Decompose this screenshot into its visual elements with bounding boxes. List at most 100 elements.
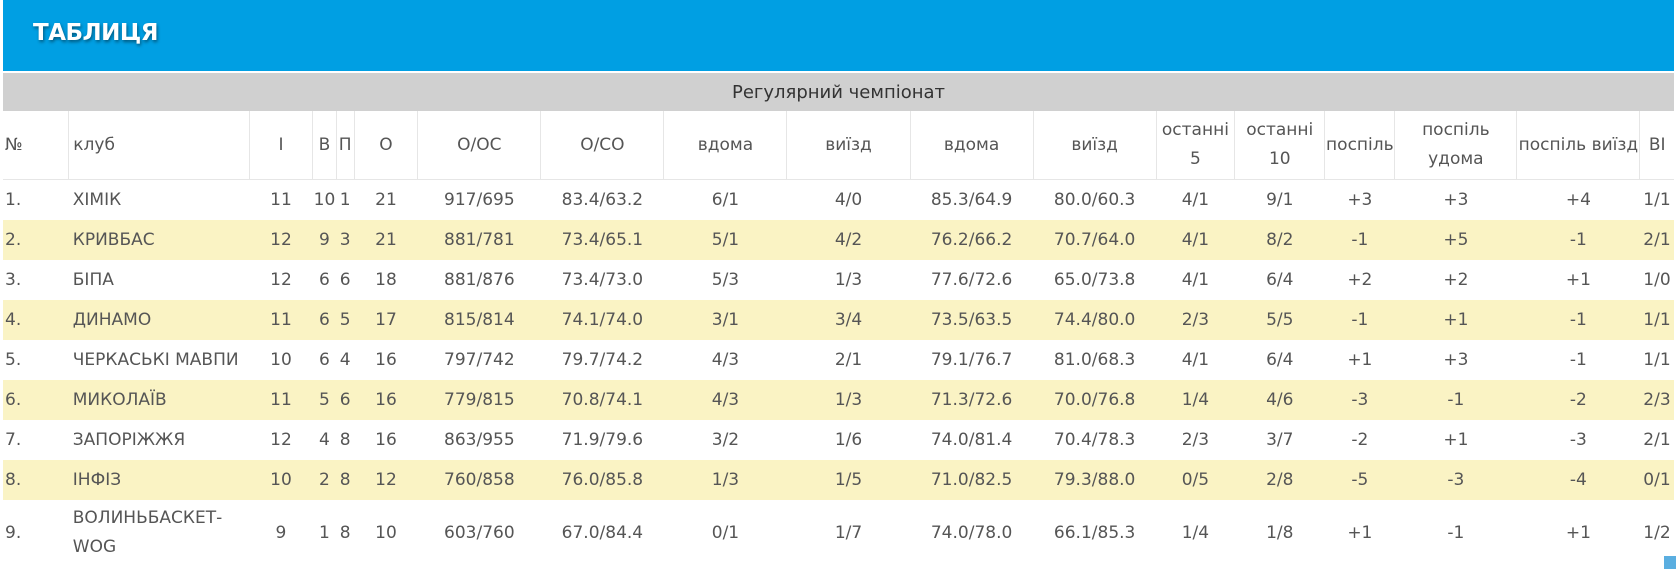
club-name-cell[interactable]: ХІМІК — [72, 190, 122, 210]
stat-cell: 4 — [319, 430, 330, 450]
stat-cell: +3 — [1347, 190, 1373, 210]
stat-cell: 2/1 — [1643, 430, 1671, 450]
stat-cell: 4/6 — [1234, 380, 1325, 420]
stat-cell: 2/8 — [1234, 460, 1325, 500]
stat-cell: 779/815 — [417, 380, 541, 420]
column-header[interactable]: № — [3, 111, 69, 180]
column-header[interactable]: клуб — [68, 111, 250, 180]
stat-cell: 70.8/74.1 — [540, 380, 664, 420]
stat-cell: 3 — [336, 220, 355, 260]
column-header[interactable]: В — [312, 111, 337, 180]
stat-cell: 76.0/85.8 — [540, 460, 664, 500]
stat-cell: 1/4 — [1181, 522, 1210, 543]
column-header[interactable]: поспіль — [1324, 111, 1395, 180]
stat-cell: +2 — [1443, 270, 1469, 290]
stat-cell: 11 — [270, 190, 292, 210]
stat-cell: 0/1 — [711, 522, 740, 543]
column-header[interactable]: виїзд — [786, 111, 911, 180]
column-header[interactable]: О/ОС — [417, 111, 541, 180]
table-row[interactable]: 9. ВОЛИНЬБАСКЕТ-WOG 9 1 8 10 603/760 67.0/84.4 0… — [3, 500, 1674, 566]
column-header[interactable]: поспіль удома — [1394, 111, 1517, 180]
column-header[interactable]: останні 5 — [1155, 111, 1235, 180]
stat-cell: 80.0/60.3 — [1053, 190, 1136, 210]
table-row[interactable]: 3. БІПА 12 6 6 18 881/876 73.4/73.0 5/3 1/3 77.6/7… — [3, 260, 1674, 300]
stat-cell: -2 — [1351, 430, 1369, 450]
stat-cell: 5/1 — [663, 220, 787, 260]
column-header[interactable]: останні 10 — [1234, 111, 1325, 180]
stat-cell: 4/0 — [834, 190, 863, 210]
stat-cell: 1/1 — [1643, 350, 1671, 370]
stat-cell: 2/1 — [1639, 220, 1674, 260]
stat-cell: 70.7/64.0 — [1033, 220, 1157, 260]
stat-cell: 863/955 — [444, 430, 515, 450]
stat-cell: 12 — [249, 220, 313, 260]
club-name-cell[interactable]: ІНФІЗ — [68, 460, 250, 500]
stat-cell: +1 — [1443, 430, 1469, 450]
stat-cell: 3/7 — [1266, 430, 1294, 450]
club-name-cell[interactable]: МИКОЛАЇВ — [68, 380, 250, 420]
stat-cell: 4/3 — [711, 350, 740, 370]
stat-cell: -1 — [1394, 380, 1517, 420]
stat-cell: +1 — [1565, 522, 1591, 543]
rank-cell: 8. — [3, 460, 69, 500]
stat-cell: 1/1 — [1639, 300, 1674, 340]
table-row[interactable]: 1. ХІМІК 11 10 1 21 917/695 83.4/63.2 6/1 4/0 85.3… — [3, 180, 1674, 221]
stat-cell: 5/5 — [1234, 300, 1325, 340]
column-header[interactable]: П — [335, 111, 355, 180]
stat-cell: -1 — [1447, 522, 1465, 543]
stat-cell: 6 — [312, 300, 337, 340]
stat-cell: 881/781 — [417, 220, 541, 260]
column-header[interactable]: поспіль виїзд — [1516, 111, 1640, 180]
column-header[interactable]: виїзд — [1032, 111, 1157, 180]
stat-cell: 5 — [312, 380, 337, 420]
stat-cell: +3 — [1443, 190, 1469, 210]
table-row[interactable]: 6. МИКОЛАЇВ 11 5 6 16 779/815 70.8/74.1 4/3 1/3 71… — [3, 380, 1674, 420]
stat-cell: +1 — [1394, 300, 1517, 340]
stat-cell: 1/1 — [1643, 190, 1671, 210]
scroll-indicator[interactable] — [1664, 556, 1676, 569]
club-name-cell[interactable]: ЗАПОРІЖЖЯ — [72, 430, 186, 450]
stat-cell: 79.3/88.0 — [1033, 460, 1157, 500]
stat-cell: 6/1 — [711, 190, 740, 210]
stat-cell: 21 — [354, 220, 418, 260]
column-header[interactable]: вдома — [663, 111, 787, 180]
stat-cell: 74.0/78.0 — [930, 522, 1013, 543]
column-header[interactable]: О/СО — [540, 111, 664, 180]
club-name-cell[interactable]: ДИНАМО — [68, 300, 250, 340]
stat-cell: 6 — [319, 270, 330, 290]
stat-cell: 8 — [336, 460, 355, 500]
rank-cell: 4. — [3, 300, 69, 340]
rank-cell: 6. — [3, 380, 69, 420]
stat-cell: +3 — [1443, 350, 1469, 370]
club-name-cell[interactable]: ЧЕРКАСЬКІ МАВПИ — [72, 350, 239, 370]
stat-cell: 6 — [319, 350, 330, 370]
club-name-cell[interactable]: БІПА — [72, 270, 114, 290]
stat-cell: 760/858 — [417, 460, 541, 500]
table-row[interactable]: 5. ЧЕРКАСЬКІ МАВПИ 10 6 4 16 797/742 79.7/74.2 4… — [3, 340, 1674, 380]
stat-cell: 2/3 — [1156, 300, 1235, 340]
stat-cell: 77.6/72.6 — [930, 270, 1013, 290]
stat-cell: 917/695 — [444, 190, 515, 210]
stat-cell: 6 — [339, 270, 351, 290]
column-header[interactable]: вдома — [909, 111, 1034, 180]
stat-cell: 74.1/74.0 — [540, 300, 664, 340]
stat-cell: 0/5 — [1156, 460, 1235, 500]
club-name-cell[interactable]: ВОЛИНЬБАСКЕТ-WOG — [72, 508, 223, 557]
club-name-cell[interactable]: КРИВБАС — [68, 220, 250, 260]
table-row[interactable]: 8. ІНФІЗ 10 2 8 12 760/858 76.0/85.8 1/3 1/5 71.0/… — [3, 460, 1674, 500]
column-header[interactable]: ВІ — [1639, 111, 1674, 180]
table-row[interactable]: 2. КРИВБАС 12 9 3 21 881/781 73.4/65.1 5/1 4/2 76.… — [3, 220, 1674, 260]
stat-cell: -1 — [1324, 220, 1395, 260]
table-row[interactable]: 4. ДИНАМО 11 6 5 17 815/814 74.1/74.0 3/1 3/4 73.5… — [3, 300, 1674, 340]
rank-cell: 3. — [5, 270, 22, 290]
table-row[interactable]: 7. ЗАПОРІЖЖЯ 12 4 8 16 863/955 71.9/79.6 3/2 1/6 7… — [3, 420, 1674, 460]
stat-cell: 81.0/68.3 — [1053, 350, 1136, 370]
stat-cell: 4/3 — [663, 380, 787, 420]
column-header[interactable]: О — [353, 111, 418, 180]
column-header[interactable]: І — [248, 111, 313, 180]
stat-cell: 1/3 — [663, 460, 787, 500]
stat-cell: -2 — [1516, 380, 1640, 420]
stat-cell: 10 — [270, 350, 292, 370]
stat-cell: 16 — [375, 350, 397, 370]
stat-cell: 3/2 — [711, 430, 740, 450]
